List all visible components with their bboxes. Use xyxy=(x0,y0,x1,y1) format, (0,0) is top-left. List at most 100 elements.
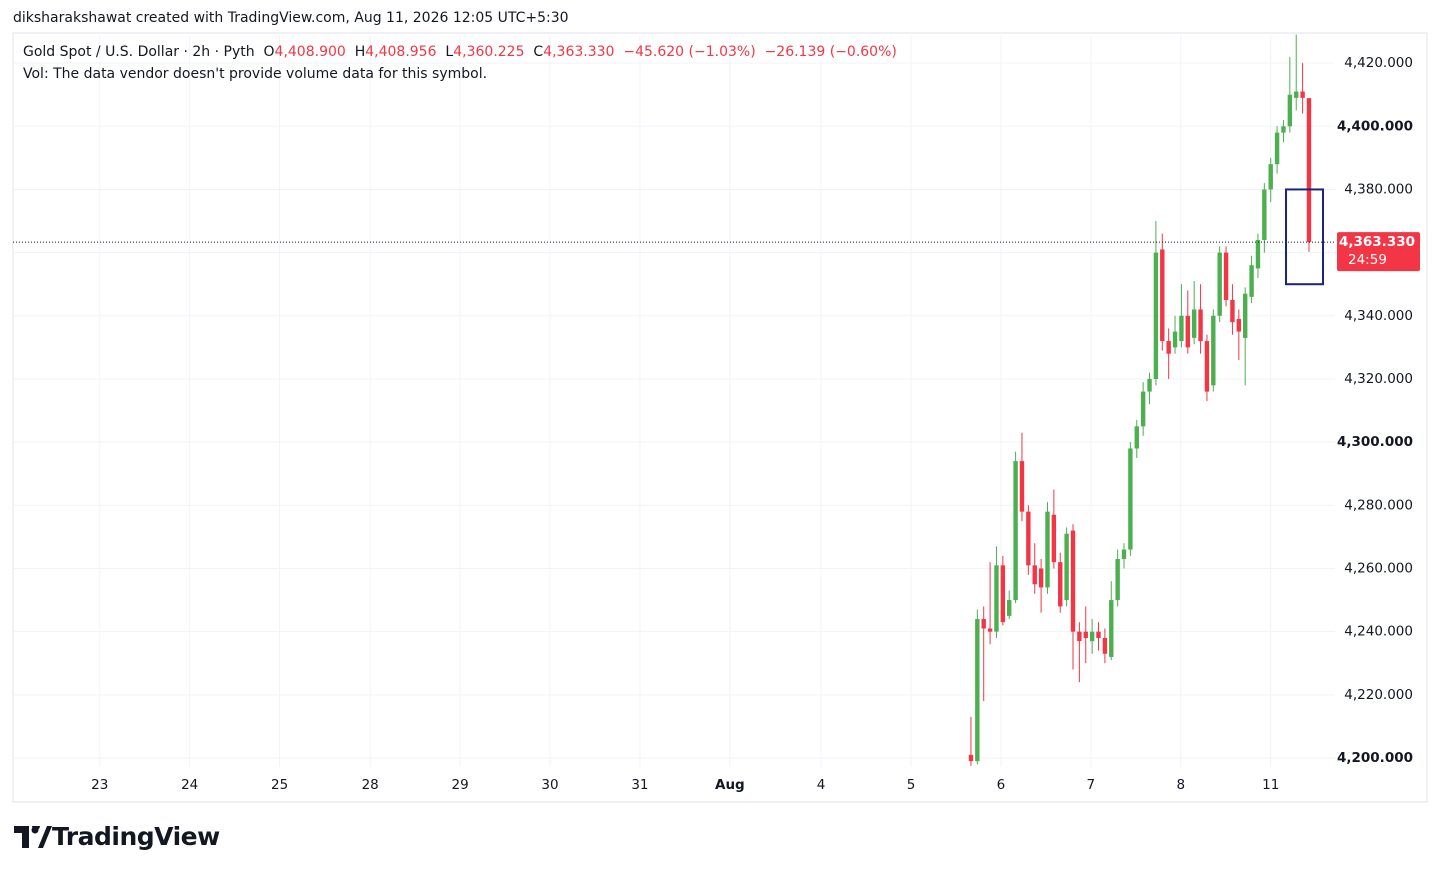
candle-body xyxy=(1191,309,1197,338)
close-key: C xyxy=(533,44,544,60)
candle-body xyxy=(1262,189,1267,240)
candle-body xyxy=(1134,426,1139,449)
marks: 4,363.330 24:59 xyxy=(13,34,1420,766)
volume-note: Vol: The data vendor doesn't provide vol… xyxy=(23,66,488,82)
candle-body xyxy=(1172,331,1178,348)
y-tick-label: 4,220.000 xyxy=(1344,687,1413,703)
x-tick-label: Aug xyxy=(715,777,745,793)
y-tick-label: 4,200.000 xyxy=(1337,750,1413,766)
candle-body xyxy=(1038,568,1044,588)
y-tick-label: 4,400.000 xyxy=(1337,118,1413,134)
y-tick-label: 4,320.000 xyxy=(1344,371,1413,387)
open-key: O xyxy=(263,44,275,60)
close: 4,363.330 xyxy=(543,44,615,60)
low-key: L xyxy=(445,44,454,60)
candle-body xyxy=(1115,559,1120,601)
candle-body xyxy=(987,628,993,632)
candle-body xyxy=(1230,300,1235,323)
candle-body xyxy=(1242,293,1248,338)
high: 4,408.956 xyxy=(365,44,437,60)
candle-body xyxy=(1058,562,1063,607)
candle-body xyxy=(1306,98,1312,243)
x-tick-label: 24 xyxy=(181,777,198,793)
candle-body xyxy=(1255,239,1261,269)
x-tick-label: 23 xyxy=(91,777,108,793)
logo: TradingView xyxy=(14,822,220,851)
candle-body xyxy=(1294,91,1299,98)
candle-body xyxy=(1007,600,1012,616)
candle-body xyxy=(1121,549,1127,560)
high-key: H xyxy=(354,44,366,60)
candle-body xyxy=(1236,318,1242,332)
header: diksharakshawat created with TradingView… xyxy=(13,10,569,26)
grid: 4,200.000 4,220.000 4,240.000 4,260.000 4,28… xyxy=(13,35,1413,793)
x-tick-label: 25 xyxy=(271,777,288,793)
candle-body xyxy=(1211,315,1216,386)
frame xyxy=(12,32,1428,803)
candle-body xyxy=(1077,631,1082,642)
candle-body xyxy=(1096,631,1101,638)
candle-body xyxy=(1140,391,1146,427)
candle-body xyxy=(1217,252,1222,316)
change: −45.620 (−1.03%) xyxy=(623,44,756,60)
highlight-box xyxy=(1285,188,1325,286)
price-tag-label: 4,363.330 xyxy=(1339,234,1415,250)
candle-body xyxy=(1089,631,1095,642)
candle-body xyxy=(1179,315,1184,342)
candle-body xyxy=(968,754,974,762)
y-tick-label: 4,380.000 xyxy=(1344,181,1413,197)
x-tick-label: 5 xyxy=(907,777,916,793)
candle-body xyxy=(1249,265,1254,297)
candle-body xyxy=(975,619,980,762)
y-tick-label: 4,300.000 xyxy=(1337,434,1413,450)
candle-body xyxy=(1287,94,1293,127)
y-tick-label: 4,260.000 xyxy=(1344,560,1413,576)
x-tick-label: 4 xyxy=(817,777,826,793)
x-tick-label: 8 xyxy=(1176,777,1185,793)
x-tick-label: 29 xyxy=(451,777,468,793)
x-tick-label: 7 xyxy=(1087,777,1096,793)
y-tick-label: 4,340.000 xyxy=(1344,308,1413,324)
change2: −26.139 (−0.60%) xyxy=(764,44,897,60)
candle-body xyxy=(1070,530,1076,632)
x-tick-label: 31 xyxy=(631,777,648,793)
low: 4,360.225 xyxy=(453,44,525,60)
candle-body xyxy=(1274,132,1280,165)
candle-body xyxy=(981,619,986,629)
candle-body xyxy=(1223,252,1229,301)
y-tick-label: 4,360.000 xyxy=(1344,245,1413,261)
candle-body xyxy=(1045,511,1050,588)
candle-body xyxy=(1051,514,1057,563)
x-tick-label: 28 xyxy=(362,777,379,793)
candle-body xyxy=(1128,448,1133,550)
candle-body xyxy=(1032,565,1037,585)
candle-body xyxy=(1147,378,1152,392)
candle-body xyxy=(1166,341,1171,354)
x-tick-label: 6 xyxy=(997,777,1006,793)
candle-body xyxy=(1083,631,1088,638)
countdown: 24:59 xyxy=(1348,252,1387,268)
x-tick-label: 11 xyxy=(1262,777,1279,793)
logo-text: TradingView xyxy=(52,822,220,851)
candle-body xyxy=(1185,315,1190,348)
price-tag xyxy=(1337,232,1420,272)
candle-body xyxy=(1109,600,1114,657)
logo-icon xyxy=(14,822,52,848)
candle-body xyxy=(1198,309,1203,342)
candle-body xyxy=(1019,461,1025,512)
candle-body xyxy=(1160,249,1165,342)
symbol: Gold Spot / U.S. Dollar · 2h · Pyth xyxy=(23,44,255,60)
open: 4,408.900 xyxy=(274,44,346,60)
candle-body xyxy=(1300,91,1305,98)
candle-body xyxy=(1026,511,1031,566)
candle-body xyxy=(994,565,999,632)
candle-body xyxy=(1000,565,1006,623)
candle-body xyxy=(1204,341,1210,392)
legend: Gold Spot / U.S. Dollar · 2h · Pyth O4,4… xyxy=(23,44,897,60)
x-tick-label: 30 xyxy=(541,777,558,793)
candle-body xyxy=(1153,252,1159,379)
candle-body xyxy=(1064,533,1069,601)
y-tick-label: 4,240.000 xyxy=(1344,624,1413,640)
y-tick-label: 4,420.000 xyxy=(1344,55,1413,71)
